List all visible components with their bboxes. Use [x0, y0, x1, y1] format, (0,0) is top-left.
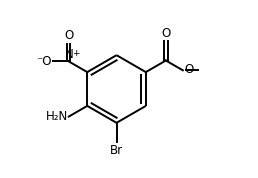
Text: N: N [64, 48, 73, 61]
Text: O: O [64, 29, 73, 42]
Text: O: O [161, 27, 171, 40]
Text: H₂N: H₂N [46, 110, 68, 123]
Text: +: + [72, 49, 79, 58]
Text: ⁻O: ⁻O [36, 55, 52, 68]
Text: Br: Br [110, 144, 123, 157]
Text: O: O [184, 63, 194, 77]
